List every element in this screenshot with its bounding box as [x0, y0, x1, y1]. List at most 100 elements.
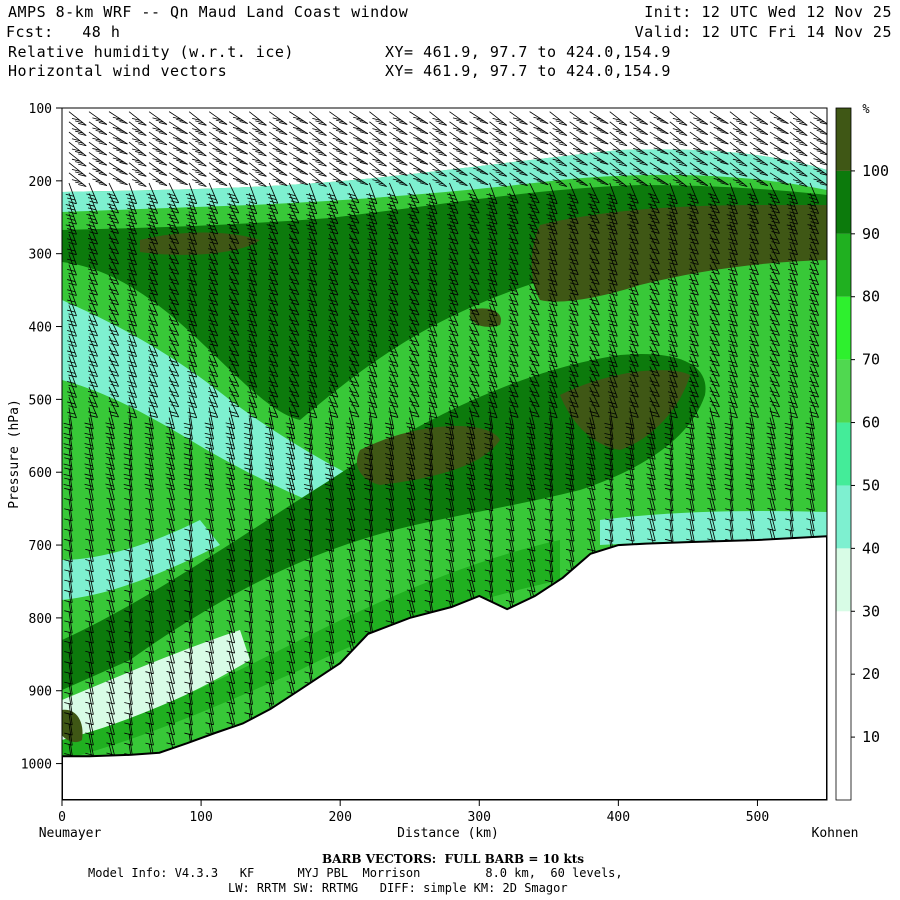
wind-barb: [509, 254, 519, 275]
wind-barb-flag: [324, 453, 334, 457]
wind-barb-flag: [168, 237, 178, 241]
wind-barb-flag: [329, 353, 338, 357]
wind-barb-flag: [672, 138, 681, 142]
wind-barb: [88, 672, 94, 695]
wind-barb: [549, 427, 554, 450]
wind-barb-flag: [329, 241, 338, 245]
wind-barb-flag: [630, 282, 639, 286]
wind-barb: [128, 427, 133, 450]
wind-barb-flag: [147, 360, 157, 364]
wind-barb: [369, 335, 378, 357]
wind-barb-flag: [149, 251, 158, 255]
wind-barb-flag: [328, 227, 337, 231]
wind-barb-flag: [409, 196, 418, 200]
wind-barb-flag: [285, 453, 294, 456]
wind-barb: [529, 274, 540, 295]
wind-barb: [148, 723, 154, 746]
wind-barb: [489, 244, 498, 266]
wind-barb-flag: [290, 353, 299, 357]
wind-barb-flag: [218, 152, 228, 156]
wind-barb: [489, 335, 498, 357]
wind-barb: [709, 325, 720, 346]
wind-barb-flag: [589, 329, 598, 333]
wind-barb: [188, 162, 207, 177]
wind-barb-flag: [286, 569, 295, 572]
wind-barb-flag: [287, 223, 296, 227]
wind-barb: [168, 580, 175, 603]
wind-barb: [489, 356, 498, 378]
wind-barb-flag: [228, 390, 238, 394]
wind-barb-flag: [166, 436, 175, 440]
wind-barb: [68, 499, 73, 521]
wind-barb: [349, 162, 369, 175]
wind-barb: [328, 560, 335, 582]
wind-barb-flag: [78, 153, 87, 157]
wind-barb: [128, 682, 133, 705]
wind-barb: [148, 703, 154, 725]
wind-barb-flag: [570, 251, 579, 255]
wind-barb: [409, 305, 420, 326]
wind-barb: [449, 529, 455, 552]
wind-barb-flag: [388, 207, 397, 211]
wind-barb-flag: [646, 473, 655, 477]
wind-barb: [288, 631, 296, 654]
wind-barb-flag: [204, 473, 213, 477]
wind-barb-flag: [630, 221, 639, 225]
wind-barb-flag: [576, 160, 585, 164]
wind-barb-flag: [570, 374, 579, 378]
wind-barb: [709, 305, 720, 326]
wind-barb: [188, 172, 207, 187]
wind-barb-flag: [106, 640, 115, 644]
wind-barb: [509, 233, 519, 255]
wind-barb: [128, 366, 137, 388]
wind-barb-flag: [226, 722, 235, 725]
wind-barb: [629, 468, 635, 491]
wind-barb-flag: [688, 278, 697, 282]
wind-barb-flag: [106, 507, 115, 511]
wind-barb-flag: [372, 179, 381, 182]
wind-barb-flag: [713, 147, 722, 151]
wind-barb-flag: [166, 426, 175, 430]
wind-barb-flag: [286, 609, 295, 613]
wind-barb-flag: [628, 411, 637, 415]
wind-barb: [529, 488, 536, 511]
wind-barb-flag: [170, 322, 179, 326]
wind-barb: [188, 713, 193, 736]
wind-barb-flag: [228, 400, 238, 404]
wind-barb-flag: [110, 373, 119, 377]
wind-barb-flag: [615, 181, 624, 185]
wind-barb: [68, 141, 87, 157]
wind-barb-flag: [555, 181, 564, 185]
wind-barb-flag: [466, 548, 476, 552]
wind-barb: [709, 356, 720, 377]
wind-barb-flag: [651, 373, 660, 377]
wind-barb-flag: [89, 302, 98, 306]
wind-barb-flag: [630, 364, 639, 367]
wind-barb: [269, 172, 288, 186]
wind-barb: [649, 427, 656, 450]
wind-barb-flag: [289, 227, 298, 231]
wind-barb: [669, 111, 688, 126]
wind-barb-flag: [212, 158, 221, 162]
wind-barb: [429, 509, 434, 532]
wind-barb: [208, 652, 214, 674]
wind-barb: [689, 315, 699, 337]
wind-barb: [529, 305, 540, 326]
wind-barb: [429, 560, 434, 583]
wind-barb: [569, 488, 575, 511]
wind-barb-flag: [388, 227, 397, 231]
wind-barb: [649, 366, 660, 387]
wind-barb-flag: [226, 681, 235, 685]
wind-barb-flag: [459, 162, 468, 166]
wind-barb-flag: [526, 518, 536, 521]
wind-barb-flag: [449, 394, 459, 398]
wind-barb: [509, 111, 528, 125]
wind-barb-flag: [149, 211, 158, 214]
wind-barb-flag: [508, 319, 517, 323]
wind-barb-flag: [170, 241, 179, 245]
wind-barb-flag: [228, 349, 238, 353]
wind-barb: [529, 315, 540, 336]
wind-barb: [409, 254, 420, 275]
wind-barb-flag: [389, 231, 399, 235]
wind-barb: [549, 274, 558, 296]
